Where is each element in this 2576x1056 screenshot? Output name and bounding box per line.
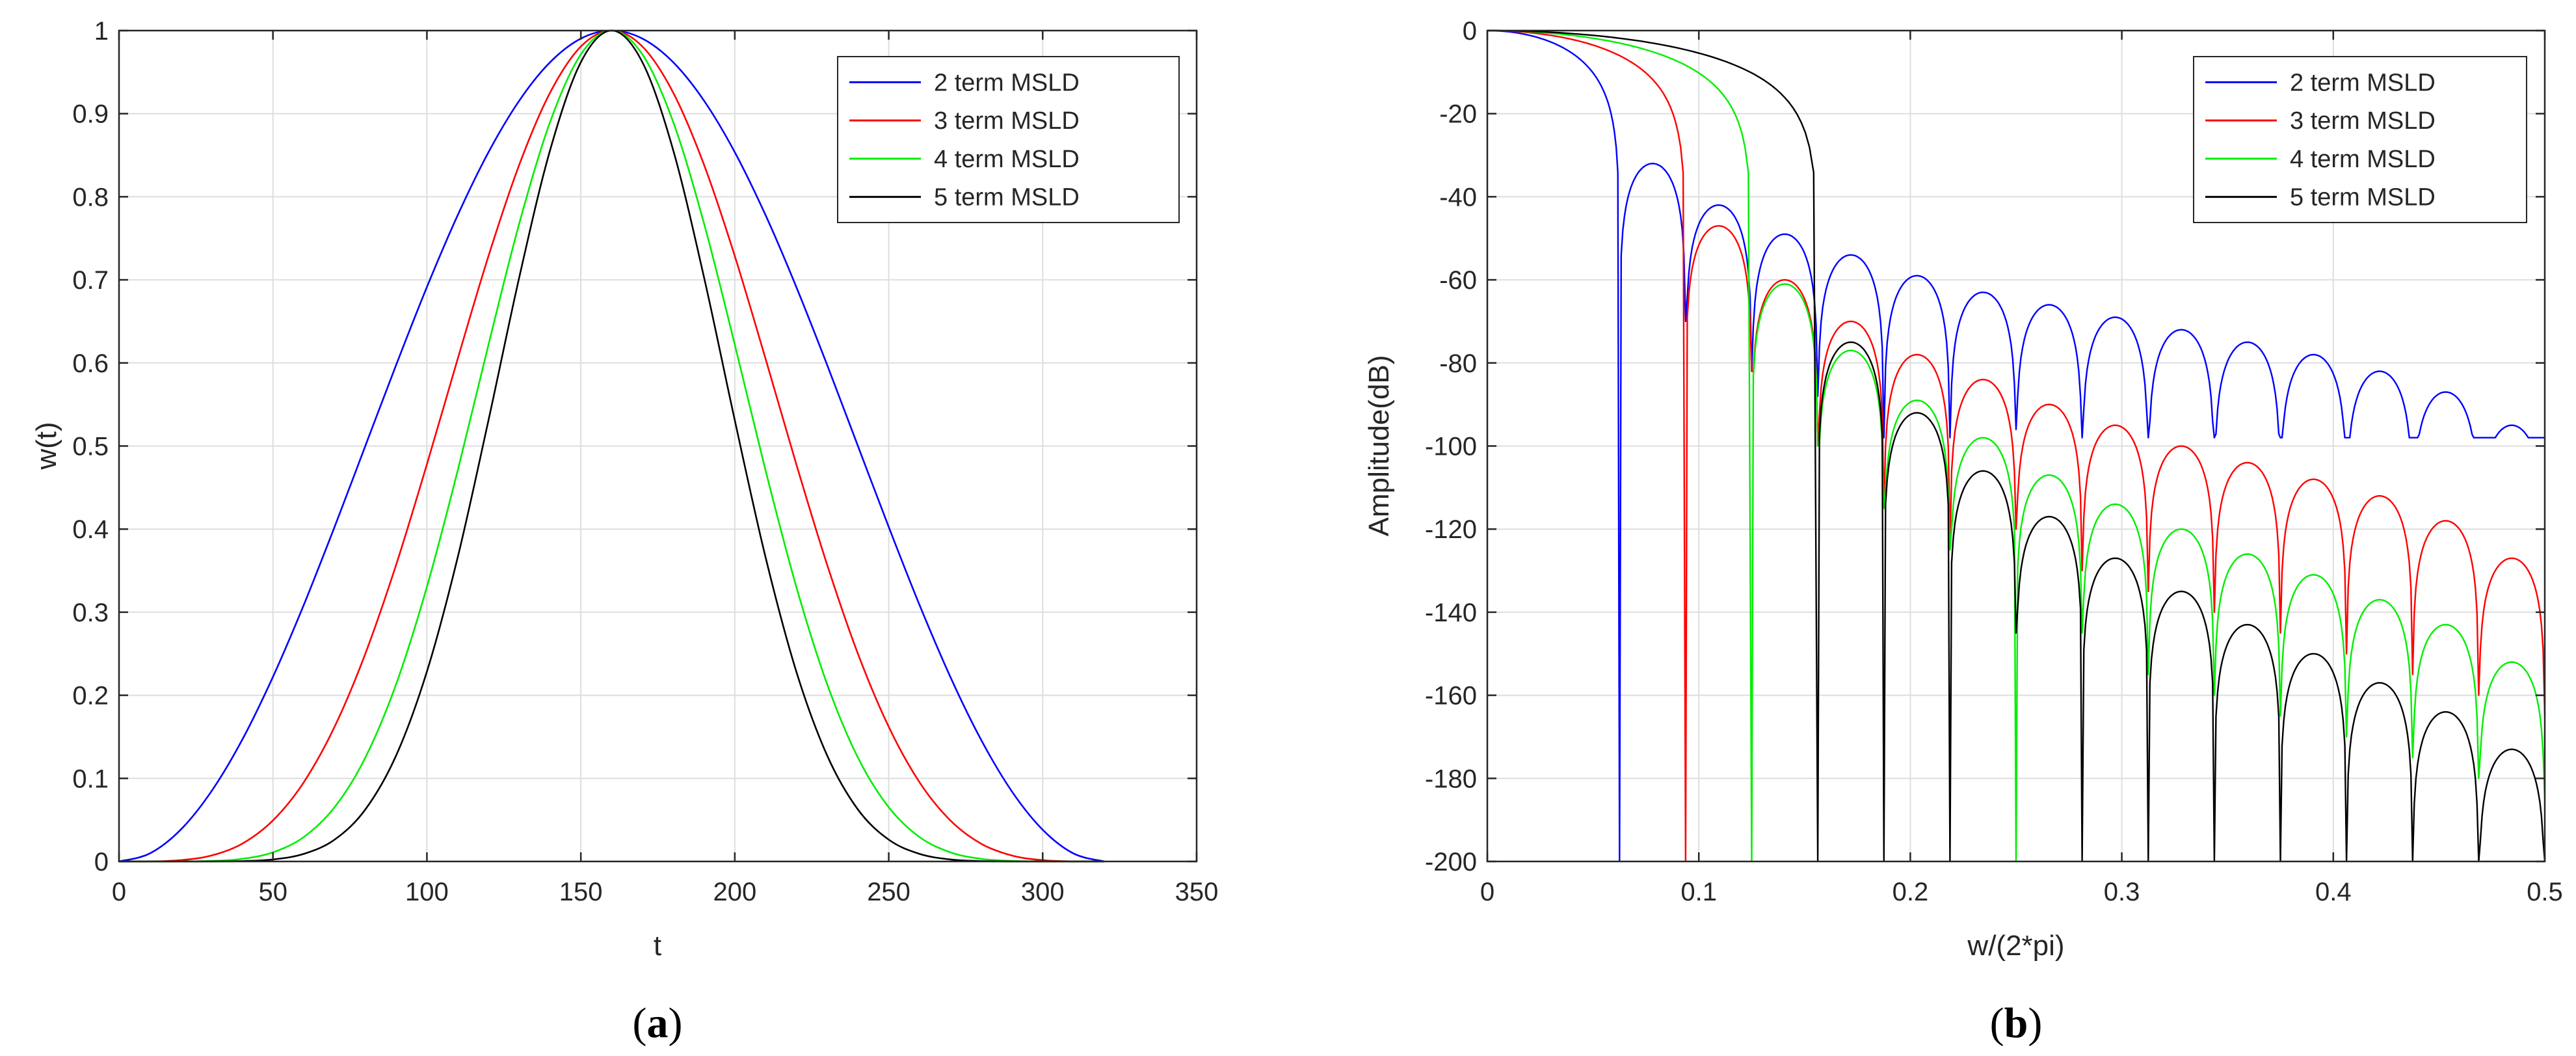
- y-tick-label: -60: [1439, 266, 1477, 295]
- y-tick-label: -140: [1425, 599, 1477, 627]
- y-tick-label: -100: [1425, 433, 1477, 461]
- x-tick-label: 0.1: [1680, 878, 1717, 906]
- x-tick-label: 250: [867, 878, 910, 906]
- x-tick-label: 350: [1175, 878, 1219, 906]
- x-tick-label: 0.2: [1892, 878, 1929, 906]
- y-tick-label: 0: [1463, 17, 1477, 46]
- legend-label-4-term-msld: 4 term MSLD: [2290, 146, 2436, 173]
- legend-box: [2193, 56, 2527, 223]
- plot-a-x-label: t: [654, 930, 661, 962]
- legend-label-3-term-msld: 3 term MSLD: [2290, 107, 2436, 135]
- y-tick-label: 1: [94, 17, 109, 46]
- series-line-2-term-msld: [1487, 29, 2545, 863]
- plot-b-x-ticks: 0 0.1 0.2 0.3 0.4 0.5: [1480, 31, 2563, 906]
- y-tick-label: 0.1: [72, 765, 109, 793]
- y-tick-label: 0.2: [72, 682, 109, 711]
- y-tick-label: -200: [1425, 848, 1477, 876]
- plot-b-x-label: w/(2*pi): [1967, 930, 2064, 962]
- legend-box: [837, 56, 1180, 223]
- plot-b-y-label: Amplitude(dB): [1363, 355, 1395, 537]
- x-tick-label: 0.4: [2315, 878, 2352, 906]
- y-tick-label: 0: [94, 848, 109, 876]
- y-tick-label: -20: [1439, 100, 1477, 129]
- legend-label-5-term-msld: 5 term MSLD: [934, 184, 1080, 211]
- y-tick-label: 0.6: [72, 349, 109, 378]
- y-tick-label: -80: [1439, 349, 1477, 378]
- plot-b-y-ticks: 0 -20 -40 -60 -80 -100 -120 -140 -160 -180 -200: [1425, 17, 2545, 876]
- panel-b-caption: (b): [1990, 999, 2043, 1047]
- y-tick-label: 0.9: [72, 100, 109, 129]
- plot-b-lines: [1487, 29, 2546, 863]
- plot-b-legend: 2 term MSLD 3 term MSLD 4 term MSLD 5 term …: [2193, 56, 2527, 223]
- legend-label-3-term-msld: 3 term MSLD: [934, 107, 1080, 135]
- x-tick-label: 150: [559, 878, 603, 906]
- y-tick-label: -40: [1439, 183, 1477, 211]
- y-tick-label: 0.5: [72, 433, 109, 461]
- x-tick-label: 200: [713, 878, 756, 906]
- x-tick-label: 300: [1021, 878, 1065, 906]
- legend-label-2-term-msld: 2 term MSLD: [2290, 69, 2436, 96]
- legend-label-4-term-msld: 4 term MSLD: [934, 146, 1080, 173]
- series-line-5-term-msld: [1487, 29, 2546, 863]
- y-tick-label: 0.7: [72, 266, 109, 295]
- x-tick-label: 0.3: [2104, 878, 2140, 906]
- legend-label-5-term-msld: 5 term MSLD: [2290, 184, 2436, 211]
- series-line-4-term-msld: [1487, 29, 2546, 863]
- panel-a: 0 50 100 150 200 250 300 350 0 0.1 0.2 0.3 0.4 0.5 0.…: [31, 17, 1218, 1047]
- y-tick-label: 0.3: [72, 599, 109, 627]
- series-line-3-term-msld: [1487, 29, 2546, 863]
- x-tick-label: 0: [112, 878, 126, 906]
- x-tick-label: 0.5: [2527, 878, 2563, 906]
- y-tick-label: -160: [1425, 682, 1477, 711]
- panel-a-caption-letter: a: [647, 999, 669, 1047]
- plot-a-y-ticks: 0 0.1 0.2 0.3 0.4 0.5 0.6 0.7 0.8 0.9 1: [72, 17, 1197, 876]
- x-tick-label: 100: [405, 878, 449, 906]
- x-tick-label: 50: [258, 878, 287, 906]
- y-tick-label: -120: [1425, 515, 1477, 544]
- plot-a-x-ticks: 0 50 100 150 200 250 300 350: [112, 31, 1219, 906]
- panel-b-caption-letter: b: [2004, 999, 2028, 1047]
- y-tick-label: 0.8: [72, 183, 109, 211]
- panel-a-caption: (a): [633, 999, 683, 1047]
- plot-a-legend: 2 term MSLD 3 term MSLD 4 term MSLD 5 term …: [837, 56, 1180, 223]
- panel-b: 0 0.1 0.2 0.3 0.4 0.5 0 -20 -40 -60 -80 -100 -120 -1…: [1363, 17, 2563, 1047]
- y-tick-label: 0.4: [72, 515, 109, 544]
- x-tick-label: 0: [1480, 878, 1494, 906]
- y-tick-label: -180: [1425, 765, 1477, 793]
- legend-label-2-term-msld: 2 term MSLD: [934, 69, 1080, 96]
- plot-a-y-label: w(t): [31, 422, 62, 470]
